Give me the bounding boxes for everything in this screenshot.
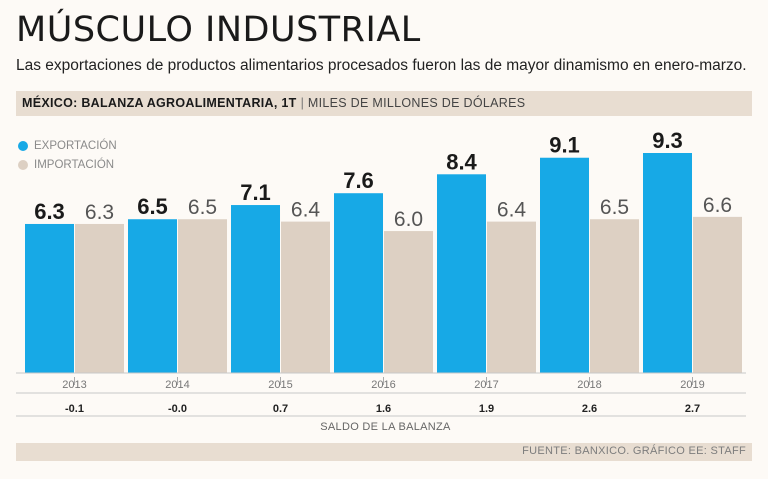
legend-swatch-export xyxy=(18,140,28,151)
legend-swatch-import xyxy=(18,159,28,170)
data-label-export-2019: 9.3 xyxy=(652,128,683,153)
chart-title: MÚSCULO INDUSTRIAL xyxy=(16,10,421,50)
bar-import-2019 xyxy=(693,216,742,373)
data-label-import-2015: 6.4 xyxy=(291,199,321,222)
bar-import-2017 xyxy=(487,221,536,373)
data-label-export-2017: 8.4 xyxy=(446,149,477,174)
bar-export-2018 xyxy=(540,157,589,373)
bar-export-2015 xyxy=(231,205,280,373)
legend-label-import: IMPORTACIÓN xyxy=(34,158,115,171)
x-tick-label-2014: 2014 xyxy=(165,379,189,391)
header-separator: | xyxy=(300,96,304,110)
bar-import-2014 xyxy=(178,219,227,373)
bar-import-2015 xyxy=(281,221,330,373)
data-label-import-2016: 6.0 xyxy=(394,208,423,231)
data-label-export-2014: 6.5 xyxy=(137,194,168,219)
balance-value-2015: 0.7 xyxy=(273,403,288,415)
bar-import-2018 xyxy=(590,219,639,373)
bar-export-2019 xyxy=(643,153,692,373)
chart-header-bar: MÉXICO: BALANZA AGROALIMENTARIA, 1T | MILE… xyxy=(16,91,752,116)
data-label-export-2018: 9.1 xyxy=(549,133,580,158)
balance-label: SALDO DE LA BALANZA xyxy=(320,421,451,433)
footer-bar: FUENTE: BANXICO. GRÁFICO EE: STAFF xyxy=(16,443,752,461)
balance-value-2014: -0.0 xyxy=(168,403,187,415)
source-note: FUENTE: BANXICO. GRÁFICO EE: STAFF xyxy=(522,445,746,457)
data-label-import-2019: 6.6 xyxy=(703,194,732,217)
data-label-import-2014: 6.5 xyxy=(188,196,217,219)
x-tick-label-2017: 2017 xyxy=(474,379,498,391)
bar-export-2016 xyxy=(334,193,383,373)
x-tick-label-2018: 2018 xyxy=(577,379,601,391)
balance-value-2019: 2.7 xyxy=(685,403,700,415)
chart-label: MÉXICO: BALANZA AGROALIMENTARIA, 1T xyxy=(22,96,297,110)
data-label-export-2015: 7.1 xyxy=(240,180,271,205)
bar-export-2013 xyxy=(25,223,74,373)
x-tick-label-2019: 2019 xyxy=(680,379,704,391)
x-tick-label-2016: 2016 xyxy=(371,379,395,391)
bar-export-2014 xyxy=(128,219,177,373)
data-label-import-2017: 6.4 xyxy=(497,199,527,222)
balance-value-2018: 2.6 xyxy=(582,403,597,415)
chart-header-text: MÉXICO: BALANZA AGROALIMENTARIA, 1T | MILE… xyxy=(22,96,525,110)
x-tick-label-2015: 2015 xyxy=(268,379,292,391)
bar-import-2016 xyxy=(384,231,433,373)
data-label-export-2013: 6.3 xyxy=(34,199,65,224)
legend-label-export: EXPORTACIÓN xyxy=(34,139,117,152)
unit-label: MILES DE MILLONES DE DÓLARES xyxy=(307,96,526,110)
balance-value-2017: 1.9 xyxy=(479,403,494,415)
data-label-import-2018: 6.5 xyxy=(600,196,629,219)
balance-value-2013: -0.1 xyxy=(65,403,84,415)
x-tick-label-2013: 2013 xyxy=(62,379,86,391)
data-label-export-2016: 7.6 xyxy=(343,168,374,193)
bar-export-2017 xyxy=(437,174,486,373)
balance-value-2016: 1.6 xyxy=(376,403,391,415)
legend-item-import: IMPORTACIÓN xyxy=(18,155,117,174)
bar-import-2013 xyxy=(75,223,124,373)
legend: EXPORTACIÓN IMPORTACIÓN xyxy=(18,136,117,174)
chart-subtitle: Las exportaciones de productos alimentar… xyxy=(16,57,747,74)
legend-item-export: EXPORTACIÓN xyxy=(18,136,117,155)
data-label-import-2013: 6.3 xyxy=(85,201,114,224)
